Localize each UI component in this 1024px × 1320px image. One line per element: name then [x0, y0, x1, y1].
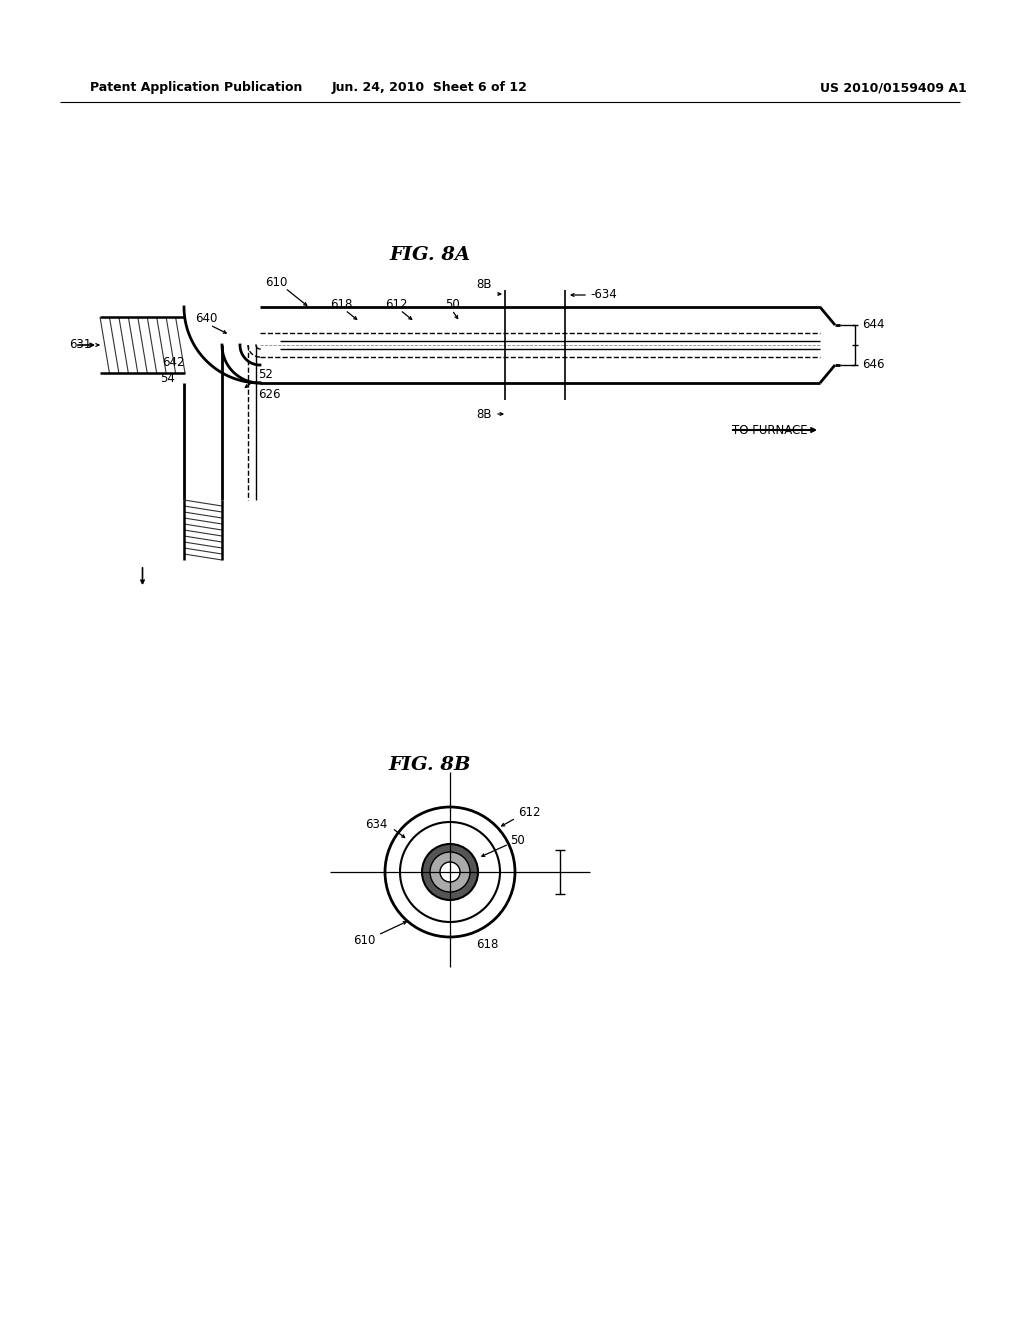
Circle shape: [422, 843, 478, 900]
Text: 50: 50: [445, 297, 460, 310]
Text: 642: 642: [163, 356, 185, 370]
Text: 634: 634: [366, 818, 388, 832]
Text: 640: 640: [195, 312, 217, 325]
Circle shape: [430, 851, 470, 892]
Text: FIG. 8B: FIG. 8B: [389, 756, 471, 774]
Text: -634: -634: [590, 289, 616, 301]
Text: 612: 612: [518, 807, 541, 820]
Text: 618: 618: [330, 297, 352, 310]
Text: 50: 50: [510, 833, 524, 846]
Text: FIG. 8A: FIG. 8A: [389, 246, 471, 264]
Text: 610: 610: [352, 933, 375, 946]
Text: 52: 52: [258, 368, 272, 381]
Text: TO FURNACE: TO FURNACE: [732, 424, 808, 437]
Text: 626: 626: [258, 388, 281, 401]
Text: 8B: 8B: [476, 277, 492, 290]
Text: 631: 631: [70, 338, 92, 351]
Text: 54: 54: [160, 371, 175, 384]
Text: US 2010/0159409 A1: US 2010/0159409 A1: [820, 82, 967, 95]
Text: Jun. 24, 2010  Sheet 6 of 12: Jun. 24, 2010 Sheet 6 of 12: [332, 82, 528, 95]
Text: 646: 646: [862, 359, 885, 371]
Text: 612: 612: [385, 297, 408, 310]
Text: 610: 610: [265, 276, 288, 289]
Text: Patent Application Publication: Patent Application Publication: [90, 82, 302, 95]
Circle shape: [440, 862, 460, 882]
Text: 8B: 8B: [476, 408, 492, 421]
Text: 618: 618: [476, 939, 499, 952]
Text: 644: 644: [862, 318, 885, 331]
